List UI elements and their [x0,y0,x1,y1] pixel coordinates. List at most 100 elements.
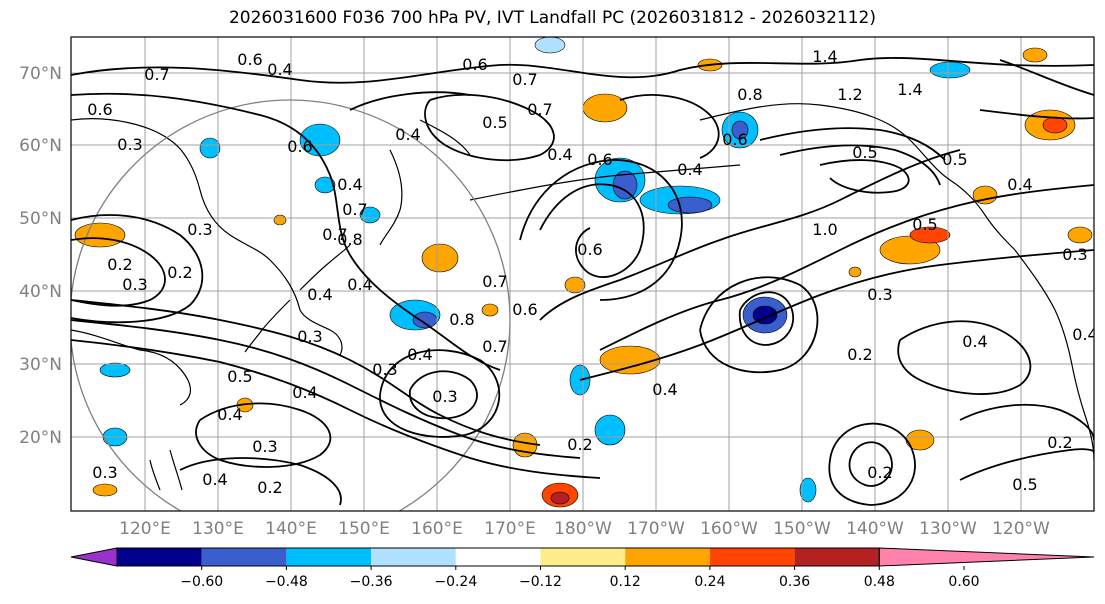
contour-label: 0.3 [1062,245,1087,264]
contour-line [349,91,471,111]
colorbar-segment [455,548,541,566]
contour-line [848,441,893,487]
lat-label: 50°N [19,209,62,229]
projection-circle [71,99,511,511]
contour-label: 0.6 [237,50,262,69]
contour-label: 0.3 [187,220,212,239]
lon-label: 170°W [627,519,685,539]
contour-label: 0.2 [867,463,892,482]
coastline-islands [149,449,183,491]
contour-label: 0.4 [347,275,372,294]
lon-label: 120°W [992,519,1050,539]
contour-line [579,249,1094,381]
coastline-aleutians [469,164,741,201]
lon-label: 130°E [192,519,244,539]
contour-label: 0.7 [482,272,507,291]
contour-label: 0.6 [512,300,537,319]
contour-label: 0.8 [337,230,362,249]
lon-label: 130°W [919,519,977,539]
colorbar-tick-label: −0.60 [180,574,223,590]
lon-label: 160°E [411,519,463,539]
latitude-labels: 70°N 60°N 50°N 40°N 30°N 20°N [19,64,62,448]
contour-label: 0.6 [587,150,612,169]
contour-line [71,57,1094,84]
lon-label: 140°W [846,519,904,539]
lon-label: 120°E [119,519,171,539]
lat-label: 30°N [19,355,62,375]
contour-label: 0.4 [677,160,702,179]
contour-line [71,214,204,324]
contour-label: 0.2 [167,263,192,282]
contour-line [819,159,910,194]
contour-label: 0.3 [252,437,277,456]
contour-label: 0.4 [337,175,362,194]
contour-line [409,370,478,420]
contour-label: 0.5 [912,215,937,234]
colorbar-segment [709,548,795,566]
pv-shade-blob [481,303,499,317]
pv-shade-blob [1067,226,1093,244]
pv-shade-blob [99,362,131,378]
lon-label: 140°E [265,519,317,539]
colorbar-segment [286,548,372,566]
colorbar-tick-label: 0.60 [948,574,979,590]
pv-shade-blob [564,276,586,294]
colorbar-tick-label: 0.48 [864,574,895,590]
contour-line [519,159,683,301]
colorbar-extend-low [70,547,118,567]
pv-shade-blob [582,93,628,123]
contour-label: 0.5 [482,113,507,132]
contour-label: 0.2 [567,435,592,454]
contour-line [71,92,501,371]
contour-label: 0.7 [144,65,169,84]
contour-label: 0.4 [1007,175,1032,194]
contour-label: 0.4 [395,125,420,144]
contour-label-layer: 0.70.60.4 0.60.70.50.70.61.41.2 1.40.80.60… [87,47,1094,497]
map-border [70,36,1095,512]
lon-label: 150°E [338,519,390,539]
contour-label: 0.7 [482,337,507,356]
lon-label: 170°E [484,519,536,539]
pv-shade-blob [599,345,661,375]
contour-label: 1.4 [897,80,922,99]
contour-label: 0.4 [407,345,432,364]
colorbar-segment [201,548,287,566]
contour-line [379,349,501,438]
pv-shade-blob [92,483,118,497]
contour-label: 0.5 [852,143,877,162]
pv-shade-blob [314,176,336,194]
pv-shade-blob [909,226,951,244]
pv-contours [71,57,1094,506]
pv-shade-blob [1022,47,1048,63]
contour-label: 0.8 [737,85,762,104]
pv-shade-blob [848,266,862,278]
contour-label: 0.2 [1047,433,1072,452]
coastline-alaska [699,103,1016,251]
contour-label: 0.8 [449,310,474,329]
lon-label: 160°W [700,519,758,539]
contour-label: 1.0 [812,220,837,239]
colorbar-segment [540,548,626,566]
coastlines [71,103,1094,491]
contour-label: 0.4 [267,60,292,79]
contour-line [71,339,601,479]
contour-label: 0.7 [342,200,367,219]
colorbar-tick-label: −0.24 [434,574,477,590]
contour-label: 0.7 [527,100,552,119]
colorbar-segment [371,548,456,566]
colorbar-tick-label: −0.12 [519,574,562,590]
contour-label: 1.4 [812,47,837,66]
contour-line [759,127,946,186]
contour-line [179,457,342,506]
pv-shade-blob [972,185,998,205]
pv-shade-blob [594,414,626,446]
contour-label: 0.6 [722,130,747,149]
contour-label: 0.3 [867,285,892,304]
pv-shade-blob [929,61,971,79]
contour-label: 0.5 [942,150,967,169]
colorbar-tick-label: 0.12 [610,574,641,590]
colorbar: −0.60 −0.48 −0.36 −0.24 −0.12 0.12 0.24 0.36 0.4… [70,547,1095,590]
pv-shade-blob [667,196,713,214]
contour-label: 0.5 [227,367,252,386]
contour-label: 0.3 [432,387,457,406]
